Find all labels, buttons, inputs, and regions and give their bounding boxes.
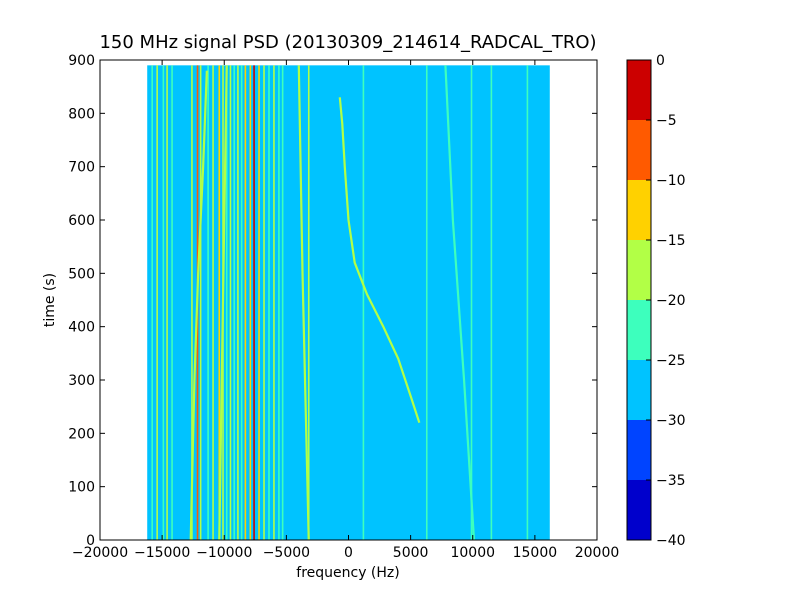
psd-background — [147, 65, 550, 540]
y-tick-label: 600 — [68, 213, 95, 229]
x-tick-label: 0 — [344, 545, 353, 561]
drifting-signal — [444, 65, 476, 540]
drifting-signal — [218, 65, 228, 540]
colorbar-segment — [627, 120, 651, 180]
colorbar-segment — [627, 300, 651, 360]
x-axis-label: frequency (Hz) — [296, 565, 399, 581]
x-tick-label: 20000 — [575, 545, 620, 561]
colorbar-segment — [627, 240, 651, 300]
x-tick-label: −20000 — [72, 545, 128, 561]
y-axis: 0 100 200 300 400 500 600 700 800 900 — [68, 53, 597, 549]
y-tick-label: 100 — [68, 480, 95, 496]
colorbar-segment — [627, 360, 651, 420]
x-tick-label: 15000 — [513, 545, 558, 561]
x-tick-label: 5000 — [393, 545, 429, 561]
x-tick-label: −5000 — [263, 545, 310, 561]
colorbar-tick-label: −5 — [656, 113, 677, 129]
x-tick-label: −15000 — [134, 545, 190, 561]
colorbar-tick-label: −15 — [656, 233, 686, 249]
colorbar-tick-label: −40 — [656, 533, 686, 549]
heatmap-layer — [147, 65, 550, 540]
drifting-signal — [338, 97, 421, 424]
y-tick-label: 800 — [68, 106, 95, 122]
chart-title: 150 MHz signal PSD (20130309_214614_RADC… — [99, 32, 596, 53]
colorbar-tick-label: −30 — [656, 413, 686, 429]
y-tick-label: 400 — [68, 320, 95, 336]
colorbar-segment — [627, 180, 651, 240]
y-tick-label: 900 — [68, 53, 95, 69]
colorbar-tick-label: 0 — [656, 53, 665, 69]
y-tick-label: 700 — [68, 160, 95, 176]
colorbar: −40 −35 −30 −25 −20 −15 −10 −5 0 — [626, 53, 686, 549]
x-tick-label: −10000 — [196, 545, 252, 561]
y-tick-label: 300 — [68, 373, 95, 389]
y-tick-label: 200 — [68, 426, 95, 442]
colorbar-tick-label: −20 — [656, 293, 686, 309]
colorbar-segment — [627, 60, 651, 120]
y-axis-label: time (s) — [42, 273, 58, 327]
colorbar-segment — [627, 480, 651, 540]
drifting-signal — [297, 65, 310, 540]
colorbar-tick-label: −10 — [656, 173, 686, 189]
colorbar-segment — [627, 420, 651, 480]
x-tick-label: 10000 — [450, 545, 495, 561]
x-axis: −20000 −15000 −10000 −5000 0 5000 10000 15000 20… — [72, 60, 619, 561]
y-tick-label: 0 — [86, 533, 95, 549]
y-tick-label: 500 — [68, 266, 95, 282]
plot-area — [99, 59, 598, 541]
colorbar-tick-label: −35 — [656, 473, 686, 489]
colorbar-tick-label: −25 — [656, 353, 686, 369]
drifting-signal — [189, 70, 208, 540]
